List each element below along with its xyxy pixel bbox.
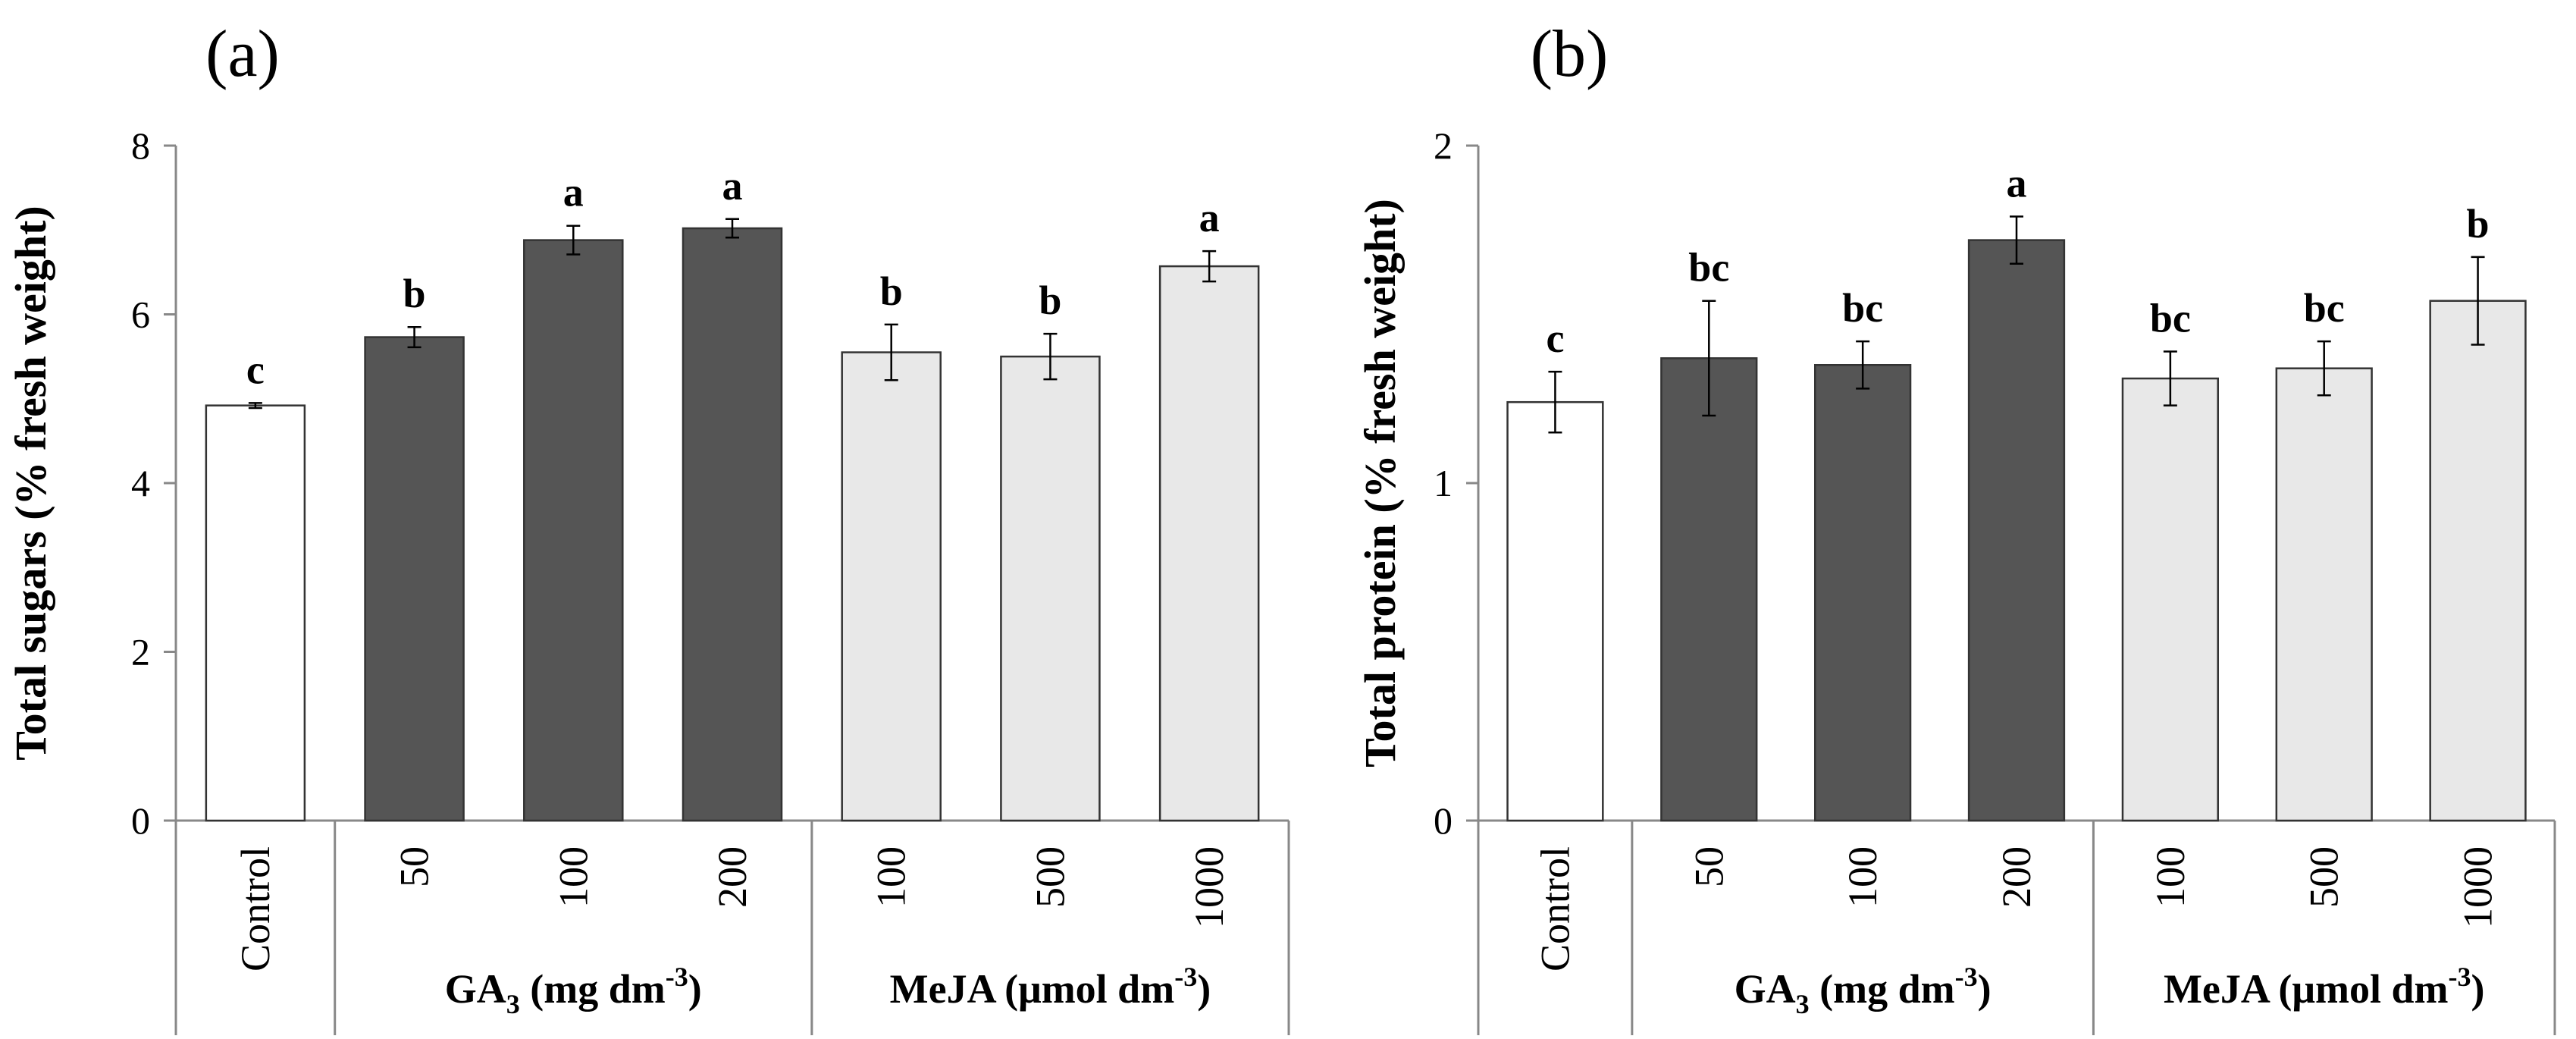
panel-b: (b) Total protein (% fresh weight) 0 1 2 c bc b… <box>1355 17 2556 1035</box>
significance-letter: c <box>246 347 265 392</box>
x-category-label: 1000 <box>2455 846 2501 928</box>
significance-letter: bc <box>1688 245 1729 290</box>
y-tick-label: 4 <box>131 462 150 504</box>
x-category-label: 100 <box>550 846 596 908</box>
significance-letter: b <box>1039 278 1061 323</box>
x-category-label: 50 <box>392 846 437 887</box>
bar <box>1000 355 1101 822</box>
y-tick-label: 2 <box>131 631 150 673</box>
y-tick-label: 6 <box>131 293 150 336</box>
x-category-label: 100 <box>1840 846 1885 908</box>
significance-letter: a <box>722 163 743 209</box>
significance-letter: a <box>1199 195 1220 240</box>
bar <box>1814 364 1912 822</box>
x-category-label: Control <box>233 846 278 972</box>
significance-letter: b <box>880 268 903 314</box>
significance-letter: c <box>1546 315 1564 361</box>
significance-letter: b <box>403 271 426 316</box>
y-tick-label: 0 <box>1434 799 1453 842</box>
y-tick-label: 1 <box>1434 462 1453 504</box>
bar <box>205 404 306 822</box>
panel-label: (b) <box>1531 17 1609 91</box>
y-tick-label: 0 <box>131 799 150 842</box>
significance-letter: bc <box>1842 285 1883 331</box>
x-category-label: Control <box>1532 846 1578 972</box>
bar <box>2429 300 2527 822</box>
x-group-label: GA3 (mg dm-3) <box>1735 962 1992 1019</box>
bar <box>364 336 465 822</box>
significance-letter: bc <box>2304 285 2345 331</box>
bar <box>841 351 942 822</box>
significance-letter: bc <box>2150 295 2191 341</box>
y-tick-label: 2 <box>1434 124 1453 167</box>
y-axis-label: Total sugars (% fresh weight) <box>6 206 55 760</box>
bar <box>1660 357 1758 822</box>
bar <box>1158 265 1260 822</box>
x-group-label: MeJA (μmol dm-3) <box>2164 962 2485 1012</box>
x-category-label: 100 <box>869 846 914 908</box>
bar <box>1506 400 1604 822</box>
significance-letter: a <box>2007 160 2027 206</box>
bar <box>682 227 783 822</box>
significance-letter: b <box>2467 201 2490 246</box>
y-axis-label: Total protein (% fresh weight) <box>1355 199 1405 767</box>
y-tick-label: 8 <box>131 124 150 167</box>
x-group-label: MeJA (μmol dm-3) <box>890 962 1211 1012</box>
bar <box>2121 377 2219 822</box>
x-category-label: 50 <box>1686 846 1731 887</box>
x-category-label: 1000 <box>1186 846 1232 928</box>
x-category-label: 500 <box>2302 846 2347 908</box>
x-category-label: 100 <box>2148 846 2193 908</box>
x-category-label: 200 <box>1994 846 2039 908</box>
x-group-label: GA3 (mg dm-3) <box>445 962 702 1019</box>
x-category-label: 500 <box>1027 846 1073 908</box>
x-category-label: 200 <box>710 846 755 908</box>
significance-letter: a <box>563 170 584 215</box>
panel-label: (a) <box>205 17 280 91</box>
bar <box>2275 367 2373 822</box>
bar <box>523 239 624 822</box>
panel-a: (a) Total sugars (% fresh weight) 0 2 4 6 8 c b a… <box>6 17 1290 1035</box>
bar <box>1967 239 2066 822</box>
